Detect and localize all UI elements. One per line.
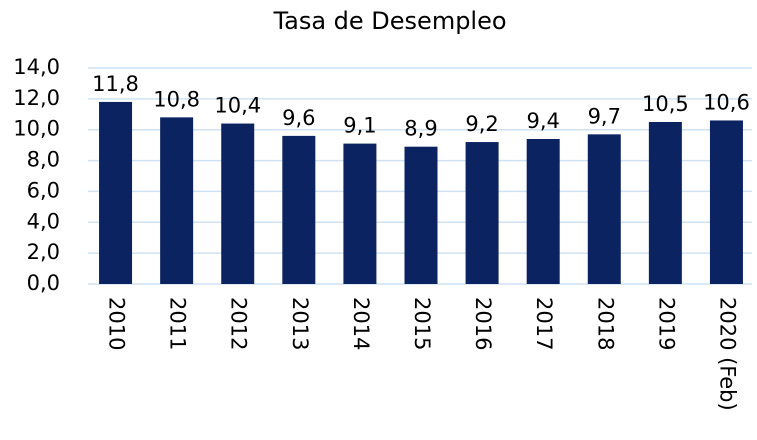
data-label: 10,6 xyxy=(703,90,750,114)
bar xyxy=(99,101,133,284)
data-label: 9,6 xyxy=(282,106,315,130)
x-tick-label: 2011 xyxy=(166,297,190,350)
bar xyxy=(282,135,316,284)
x-tick-label: 2020 (Feb) xyxy=(715,297,739,411)
x-tick-label: 2019 xyxy=(654,297,678,350)
x-tick-label: 2017 xyxy=(532,297,556,350)
x-tick-label: 2018 xyxy=(593,297,617,350)
x-tick-label: 2014 xyxy=(349,297,373,350)
bar xyxy=(404,146,438,284)
y-tick-label: 6,0 xyxy=(27,178,60,202)
chart-title: Tasa de Desempleo xyxy=(272,7,506,35)
bar xyxy=(465,142,499,284)
data-label: 10,5 xyxy=(642,92,689,116)
y-tick-label: 8,0 xyxy=(27,148,60,172)
x-tick-label: 2013 xyxy=(288,297,312,350)
y-tick-label: 12,0 xyxy=(13,86,60,110)
y-tick-label: 10,0 xyxy=(13,117,60,141)
x-tick-label: 2016 xyxy=(471,297,495,350)
y-tick-label: 0,0 xyxy=(27,271,60,295)
y-tick-label: 4,0 xyxy=(27,209,60,233)
x-tick-label: 2012 xyxy=(227,297,251,350)
bar xyxy=(343,143,377,284)
data-label: 8,9 xyxy=(404,117,437,141)
x-tick-label: 2015 xyxy=(410,297,434,350)
bar xyxy=(587,134,621,284)
data-label: 11,8 xyxy=(92,72,139,96)
data-label: 9,7 xyxy=(588,104,621,128)
data-label: 9,4 xyxy=(526,109,559,133)
bar xyxy=(526,138,560,284)
x-tick-label: 2010 xyxy=(105,297,129,350)
data-label: 9,1 xyxy=(343,114,376,138)
data-label: 9,2 xyxy=(465,112,498,136)
y-tick-label: 2,0 xyxy=(27,240,60,264)
data-label: 10,8 xyxy=(153,87,200,111)
bar xyxy=(709,120,743,284)
y-tick-label: 14,0 xyxy=(13,55,60,79)
bar xyxy=(221,123,255,285)
bar xyxy=(648,122,682,284)
bar xyxy=(160,117,194,284)
data-label: 10,4 xyxy=(214,94,261,118)
